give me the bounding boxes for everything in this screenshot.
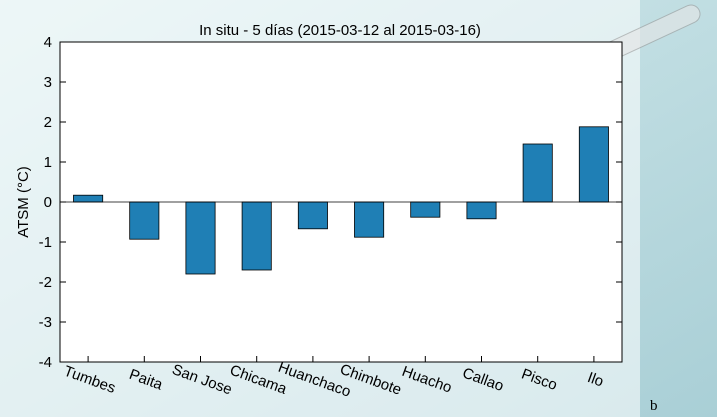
y-tick-label: -1 — [39, 234, 52, 251]
page: In situ - 5 días (2015-03-12 al 2015-03-… — [0, 0, 717, 417]
y-tick-label: 1 — [44, 154, 52, 171]
y-tick-label: 0 — [44, 194, 52, 211]
bar — [242, 202, 271, 270]
y-tick-label: -4 — [39, 354, 52, 371]
bar — [523, 144, 552, 202]
bar — [186, 202, 215, 274]
y-tick-label: 3 — [44, 74, 52, 91]
bar — [298, 202, 327, 229]
bar — [73, 195, 102, 202]
y-tick-label: 2 — [44, 114, 52, 131]
bar — [467, 202, 496, 219]
bar — [411, 202, 440, 217]
bar — [130, 202, 159, 239]
chart-title: In situ - 5 días (2015-03-12 al 2015-03-… — [199, 22, 481, 39]
panel-label: b — [650, 398, 658, 414]
bar — [579, 127, 608, 202]
y-tick-label: -2 — [39, 274, 52, 291]
chart: In situ - 5 días (2015-03-12 al 2015-03-… — [0, 0, 717, 417]
y-tick-label: -3 — [39, 314, 52, 331]
y-axis-label: ATSM (°C) — [15, 166, 32, 238]
y-tick-label: 4 — [44, 34, 52, 51]
bar — [354, 202, 383, 237]
